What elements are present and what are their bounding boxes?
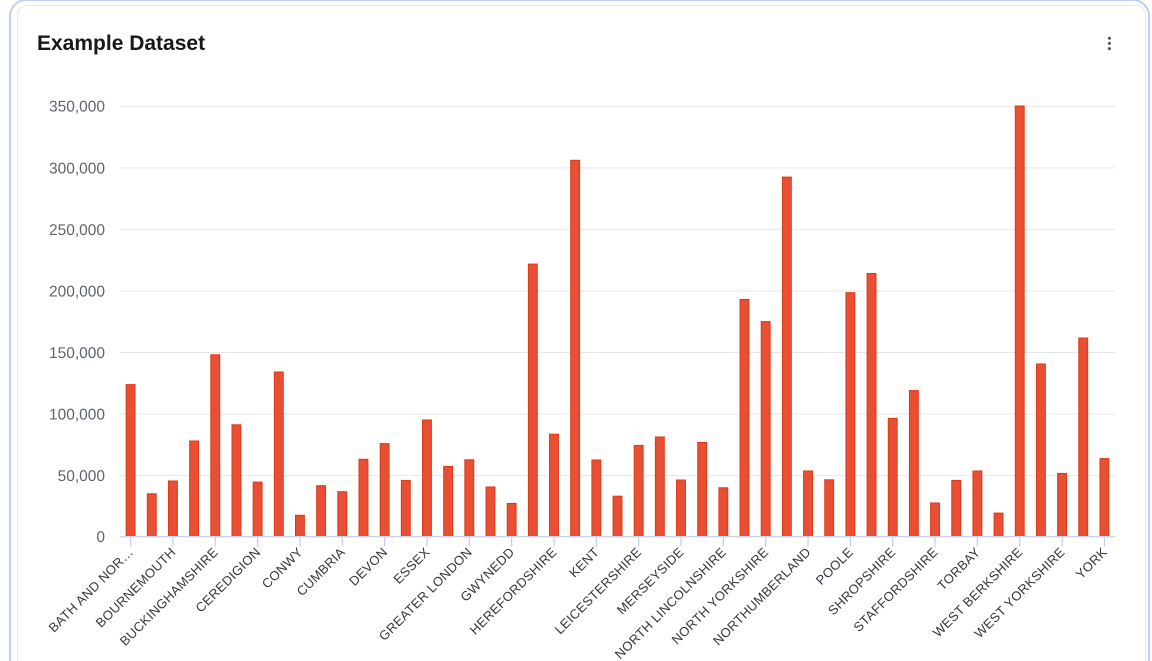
svg-text:150,000: 150,000 [49,345,105,362]
svg-text:250,000: 250,000 [49,222,105,239]
svg-text:ESSEX: ESSEX [390,544,432,586]
svg-text:DEVON: DEVON [346,544,390,588]
svg-text:200,000: 200,000 [49,283,105,300]
svg-text:350,000: 350,000 [49,99,105,116]
svg-text:0: 0 [96,529,105,546]
svg-text:BOURNEMOUTH: BOURNEMOUTH [93,544,179,630]
svg-text:100,000: 100,000 [49,407,105,424]
svg-text:YORK: YORK [1073,544,1111,582]
svg-text:50,000: 50,000 [58,468,106,485]
svg-text:STAFFORDSHIRE: STAFFORDSHIRE [850,544,940,634]
svg-text:KENT: KENT [566,544,602,580]
svg-text:300,000: 300,000 [49,160,105,177]
